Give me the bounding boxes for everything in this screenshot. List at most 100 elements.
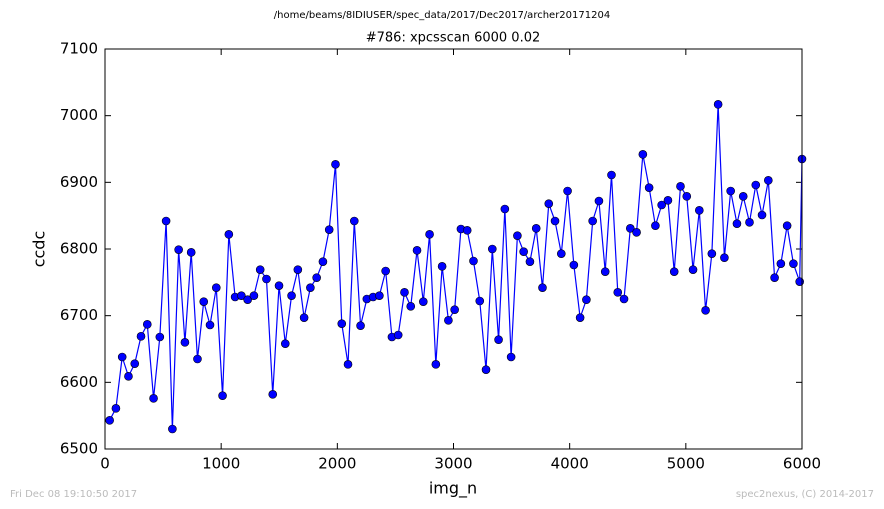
- data-point: [688, 265, 698, 274]
- data-point: [262, 274, 271, 284]
- data-point: [268, 390, 278, 399]
- data-point: [255, 265, 265, 274]
- data-point: [569, 260, 579, 270]
- data-point: [418, 297, 428, 306]
- data-point: [155, 332, 165, 342]
- data-point: [663, 196, 673, 205]
- data-point: [701, 306, 710, 315]
- data-point: [732, 219, 742, 228]
- data-point: [130, 359, 140, 368]
- data-point: [168, 424, 177, 434]
- data-line: [109, 104, 803, 430]
- data-point: [764, 176, 773, 185]
- data-point: [738, 192, 748, 201]
- data-point: [494, 335, 503, 344]
- data-point: [431, 360, 441, 369]
- chart-title: #786: xpcsscan 6000 0.02: [366, 31, 541, 46]
- data-point: [644, 183, 654, 192]
- data-point: [117, 352, 127, 362]
- data-point: [538, 283, 547, 292]
- data-point: [657, 200, 666, 210]
- data-point: [375, 291, 384, 300]
- data-point: [400, 288, 409, 297]
- data-point: [111, 404, 121, 413]
- data-point: [287, 291, 296, 300]
- data-point: [557, 249, 566, 258]
- data-point: [695, 206, 704, 215]
- data-point: [513, 231, 522, 240]
- y-tick-label: 6800: [60, 240, 98, 258]
- data-point: [312, 273, 321, 282]
- data-point: [205, 320, 215, 330]
- data-point: [425, 230, 434, 239]
- x-axis-label: img_n: [429, 479, 477, 499]
- data-point: [356, 321, 365, 330]
- data-point: [293, 265, 303, 274]
- y-tick-label: 7100: [60, 40, 98, 58]
- data-point: [237, 291, 246, 300]
- data-point: [713, 100, 723, 109]
- data-point: [180, 338, 190, 347]
- data-point: [525, 257, 535, 266]
- data-point: [626, 224, 635, 233]
- data-point: [481, 365, 491, 374]
- data-point: [757, 210, 767, 220]
- data-point: [563, 186, 572, 196]
- data-point: [500, 204, 510, 214]
- data-point: [619, 294, 629, 304]
- x-tick-label: 1000: [202, 455, 240, 473]
- data-point: [682, 192, 692, 201]
- y-tick-label: 6700: [60, 306, 98, 324]
- data-point: [343, 360, 353, 369]
- data-point: [331, 160, 340, 169]
- data-point: [161, 216, 171, 226]
- data-point: [349, 216, 359, 226]
- data-point: [306, 283, 315, 292]
- data-point: [594, 196, 604, 206]
- plot-frame: [104, 48, 803, 450]
- x-tick-label: 6000: [783, 455, 821, 473]
- suptitle: /home/beams/8IDIUSER/spec_data/2017/Dec2…: [274, 10, 610, 21]
- data-point: [249, 291, 259, 300]
- data-point: [211, 283, 221, 292]
- data-point: [632, 228, 641, 237]
- data-point: [393, 330, 403, 340]
- data-point: [726, 186, 735, 196]
- y-tick-label: 7000: [60, 106, 98, 124]
- y-axis-label: ccdc: [30, 231, 49, 268]
- x-tick-label: 3000: [434, 455, 472, 473]
- data-point: [243, 295, 252, 304]
- data-point: [789, 259, 798, 268]
- data-point: [186, 248, 196, 257]
- data-point: [575, 313, 585, 322]
- x-tick-label: 5000: [667, 455, 705, 473]
- data-point: [337, 319, 347, 328]
- data-point: [770, 273, 779, 282]
- data-point: [218, 391, 227, 400]
- data-point: [142, 320, 152, 329]
- data-point: [136, 332, 146, 341]
- data-point: [550, 216, 560, 226]
- data-point: [318, 257, 328, 266]
- data-point: [600, 267, 610, 276]
- data-point: [487, 244, 497, 254]
- data-point: [676, 182, 685, 191]
- data-point: [437, 262, 447, 271]
- data-point: [651, 221, 660, 230]
- data-point: [638, 150, 648, 159]
- data-point: [751, 180, 761, 190]
- y-tick-label: 6500: [60, 440, 98, 458]
- data-point: [519, 247, 528, 256]
- data-point: [475, 296, 485, 306]
- data-point: [174, 245, 183, 254]
- data-point: [782, 221, 792, 230]
- data-point: [745, 218, 754, 227]
- data-point: [720, 253, 729, 262]
- data-point: [462, 226, 472, 235]
- data-point: [776, 259, 786, 268]
- data-point: [607, 170, 616, 180]
- data-point: [149, 394, 158, 403]
- data-point: [299, 313, 309, 322]
- data-point: [324, 225, 334, 234]
